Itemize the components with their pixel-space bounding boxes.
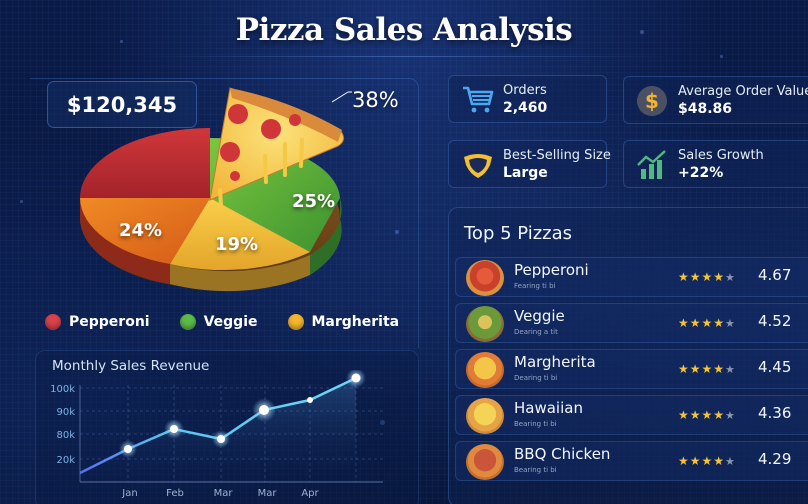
kpi-value: Large [503,165,548,181]
kpi-label: Sales Growth [678,148,764,163]
kpi-card-sales-growth: Sales Growth +22% [623,140,808,188]
legend-dot-yellow [287,314,304,330]
pizza-name: Margherita [514,353,596,371]
pie-label-38: 38% [352,88,399,112]
y-tick: 90k [56,407,75,418]
kpi-card-average-order-value: $ Average Order Value $48.86 [623,76,808,124]
x-tick: Apr [301,488,319,499]
x-tick: Mar [258,488,278,499]
kpi-label: Best-Selling Size [503,148,611,163]
x-tick: Feb [166,488,184,499]
pizza-subtitle: Bearing ti bi [514,466,557,474]
legend-item-margherita: Margherita [287,314,400,330]
star-rating-icon: ★★★★★ [678,362,736,376]
pizza-subtitle: Dearing a tit [514,328,558,336]
kpi-card-best-selling-size: Best-Selling Size Large [448,140,611,188]
total-revenue-value: $120,345 [66,92,178,117]
legend-label: Veggie [203,314,258,330]
total-revenue-badge: $120,345 [47,81,197,128]
y-tick: 80k [56,430,75,441]
legend-item-pepperoni: Pepperoni [45,314,150,330]
kpi-value: 2,460 [503,100,548,116]
shield-icon [464,154,492,178]
pizza-name: BBQ Chicken [514,445,611,463]
pie-label-25: 25% [292,191,336,212]
pizza-image [466,306,504,342]
y-tick: 100k [50,384,75,395]
page-title: Pizza Sales Analysis [235,12,573,48]
growth-chart-icon [637,150,666,179]
pizza-row-veggie[interactable]: Veggie Dearing a tit ★★★★★ 4.52 [455,303,808,343]
legend-item-veggie: Veggie [179,314,258,330]
pizza-row-pepperoni[interactable]: Pepperoni Fearing ti bi ★★★★★ 4.67 [455,257,808,297]
pizza-image [466,260,504,296]
kpi-card-orders: Orders 2,460 [448,75,607,123]
pizza-rating: 4.29 [758,450,792,468]
star-rating-icon: ★★★★★ [678,454,736,468]
legend-dot-green [179,314,196,330]
pie-panel-frame [30,78,419,348]
kpi-value: +22% [678,165,724,181]
kpi-value: $48.86 [678,101,733,117]
svg-text:$: $ [645,89,659,113]
legend-label: Pepperoni [69,314,150,330]
line-chart-title: Monthly Sales Revenue [52,358,210,374]
pizza-name: Pepperoni [514,261,589,279]
pizza-rating: 4.45 [758,358,792,376]
title-divider [140,56,670,57]
top-pizzas-panel [448,207,808,504]
pizza-image [466,398,504,434]
pizza-rating: 4.67 [758,266,792,284]
star-rating-icon: ★★★★★ [678,408,736,422]
background-speck [20,200,23,203]
pizza-name: Hawaiian [514,399,583,417]
pie-label-24: 24% [119,220,163,241]
pizza-image [466,444,504,480]
pie-legend: Pepperoni Veggie Margherita [45,314,429,330]
pie-chart [80,87,352,292]
background-speck [720,55,723,58]
pizza-name: Veggie [514,307,565,325]
x-tick: Mar [214,488,234,499]
y-tick: 20k [56,455,75,466]
star-rating-icon: ★★★★★ [678,316,736,330]
pizza-row-margherita[interactable]: Margherita Dearing ti bi ★★★★★ 4.45 [455,349,808,389]
star-rating-icon: ★★★★★ [678,270,736,284]
dollar-coin-icon: $ [637,86,667,116]
legend-label: Margherita [311,314,400,330]
kpi-label: Orders [503,83,547,98]
pie-label-19: 19% [215,234,259,255]
pizza-row-hawaiian[interactable]: Hawaiian Bearing ti bi ★★★★★ 4.36 [455,395,808,435]
pizza-subtitle: Bearing ti bi [514,420,557,428]
pizza-row-bbq-chicken[interactable]: BBQ Chicken Bearing ti bi ★★★★★ 4.29 [455,441,808,481]
top-pizzas-title: Top 5 Pizzas [464,223,573,244]
x-tick: Jan [121,488,137,499]
pizza-image [466,352,504,388]
pizza-rating: 4.36 [758,404,792,422]
cart-icon [463,86,494,113]
pizza-rating: 4.52 [758,312,792,330]
legend-dot-red [45,314,61,330]
pizza-subtitle: Dearing ti bi [514,374,558,382]
pizza-subtitle: Fearing ti bi [514,282,556,290]
line-chart: 100k 90k 80k 20k Jan Feb Mar Mar Apr [50,370,383,499]
kpi-label: Average Order Value [678,84,808,99]
